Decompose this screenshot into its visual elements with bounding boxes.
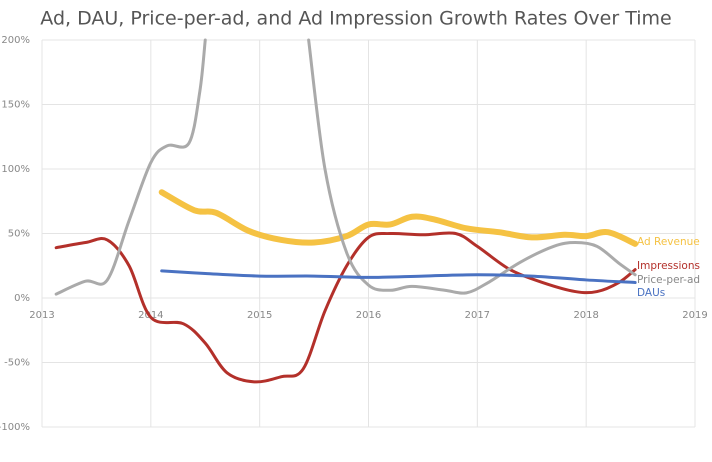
y-tick-label: 100% (1, 164, 30, 175)
series-line (54, 38, 637, 296)
legend-label: Ad Revenue (637, 236, 700, 248)
y-tick-label: 0% (14, 293, 30, 304)
legend-label: DAUs (637, 287, 665, 299)
x-tick-label: 2019 (682, 310, 707, 321)
x-tick-label: 2013 (29, 310, 54, 321)
y-tick-label: 50% (8, 229, 30, 240)
y-tick-label: 150% (1, 100, 30, 111)
y-tick-label: -100% (0, 422, 30, 433)
y-tick-label: -50% (4, 358, 30, 369)
x-tick-label: 2015 (247, 310, 272, 321)
x-tick-label: 2017 (465, 310, 490, 321)
legend-label: Impressions (637, 260, 700, 272)
x-tick-label: 2016 (356, 310, 381, 321)
series-line (158, 189, 639, 247)
series-line (160, 269, 637, 285)
legend-label: Price-per-ad (637, 274, 700, 286)
x-tick-label: 2018 (573, 310, 598, 321)
y-tick-label: 200% (1, 35, 30, 46)
series-line (54, 231, 637, 384)
chart-title: Ad, DAU, Price-per-ad, and Ad Impression… (40, 8, 671, 30)
